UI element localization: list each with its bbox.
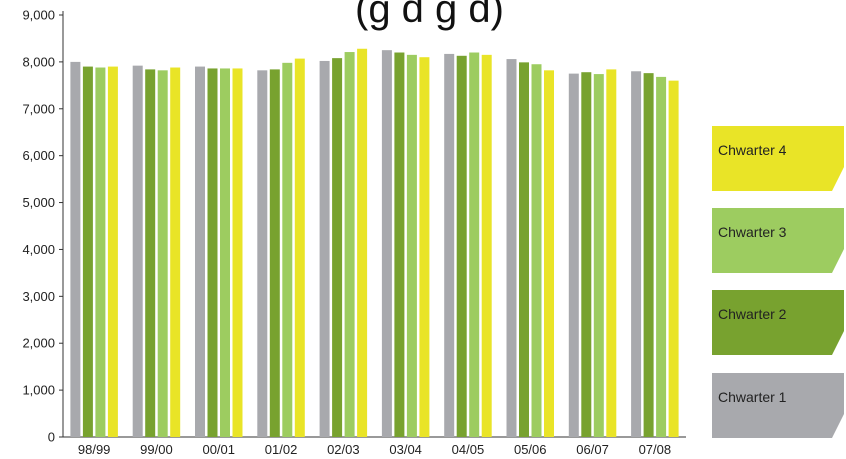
bar — [107, 66, 118, 438]
bar — [232, 68, 243, 437]
bar — [207, 68, 218, 437]
bar — [220, 68, 230, 437]
bar — [132, 65, 143, 437]
bar — [481, 54, 492, 437]
x-tick-label: 01/02 — [265, 442, 298, 457]
bar — [593, 74, 604, 437]
y-tick-label: 4,000 — [22, 242, 55, 257]
bar — [82, 66, 93, 438]
bar — [668, 80, 679, 438]
bar — [95, 67, 106, 437]
x-axis: 98/99 99/00 00/01 01/02 02/03 03/04 04/05 05/06… — [63, 436, 686, 457]
bar — [257, 70, 268, 437]
bar — [357, 48, 368, 437]
y-tick-label: 0 — [48, 430, 55, 445]
bar — [469, 52, 480, 438]
bar — [145, 69, 156, 437]
x-tick-label: 00/01 — [202, 442, 235, 457]
bar — [544, 70, 554, 437]
legend-label: Chwarter 3 — [718, 224, 787, 240]
legend-swatch — [712, 208, 844, 273]
bar — [419, 57, 430, 437]
bar — [606, 69, 617, 437]
bar — [456, 55, 467, 437]
bar — [319, 60, 330, 437]
x-tick-label: 05/06 — [514, 442, 547, 457]
legend-swatch — [712, 290, 844, 355]
bar — [332, 58, 343, 437]
y-tick-label: 2,000 — [22, 336, 55, 351]
bar — [344, 52, 355, 437]
y-tick-label: 6,000 — [22, 148, 55, 163]
y-tick-label: 5,000 — [22, 195, 55, 210]
x-tick-label: 02/03 — [327, 442, 360, 457]
bar — [643, 73, 654, 438]
bar — [406, 54, 417, 437]
bar — [631, 71, 642, 438]
bar — [282, 62, 293, 438]
bar — [506, 59, 517, 437]
legend-label: Chwarter 4 — [718, 142, 787, 158]
bar — [195, 66, 205, 438]
x-tick-label: 98/99 — [78, 442, 111, 457]
x-tick-label: 04/05 — [452, 442, 485, 457]
x-tick-label: 06/07 — [576, 442, 609, 457]
bar — [381, 50, 392, 438]
bar — [170, 67, 181, 437]
y-axis: 0 1,000 2,000 3,000 4,000 5,000 6,000 7,000 8,00… — [22, 8, 64, 445]
y-tick-label: 9,000 — [22, 8, 55, 23]
bar — [157, 70, 168, 437]
bar — [394, 52, 405, 438]
bar — [656, 76, 667, 437]
x-tick-label: 07/08 — [639, 442, 672, 457]
x-tick-label: 03/04 — [389, 442, 422, 457]
bar — [294, 58, 305, 438]
x-tick-label: 99/00 — [140, 442, 173, 457]
bar — [581, 72, 592, 438]
legend-label: Chwarter 2 — [718, 306, 787, 322]
chart-title: (g d g d) — [355, 0, 504, 31]
legend-label: Chwarter 1 — [718, 389, 787, 405]
bar — [531, 64, 542, 437]
y-tick-label: 8,000 — [22, 54, 55, 69]
legend-swatch — [712, 126, 844, 191]
legend: Chwarter 4 Chwarter 3 Chwarter 2 Chwarter 1 — [712, 126, 844, 438]
bar — [269, 69, 280, 437]
bar — [444, 53, 455, 437]
bars-group — [70, 48, 679, 438]
bar — [519, 62, 529, 437]
bar — [70, 61, 81, 438]
y-tick-label: 1,000 — [22, 383, 55, 398]
y-tick-label: 3,000 — [22, 289, 55, 304]
y-tick-label: 7,000 — [22, 101, 55, 116]
bar — [568, 73, 579, 437]
legend-swatch — [712, 373, 844, 438]
